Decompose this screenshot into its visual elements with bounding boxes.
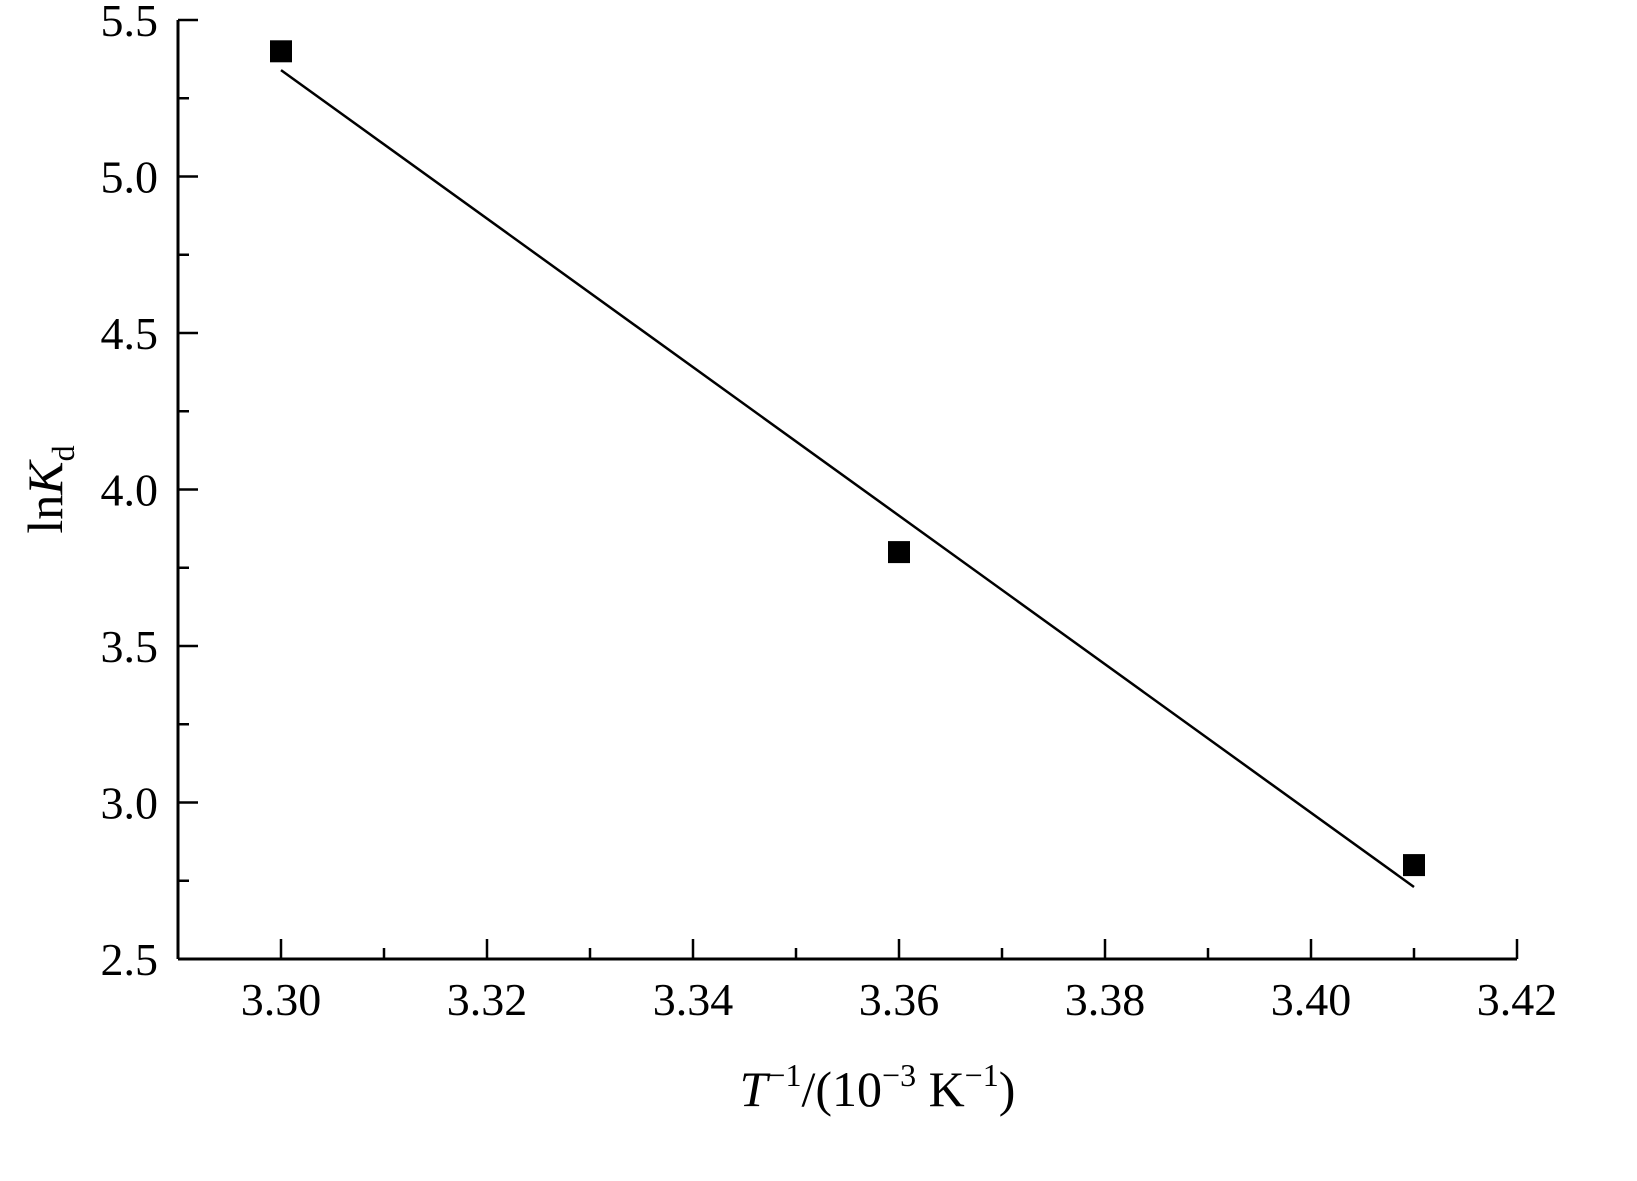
y-tick-label: 3.0 [101,778,159,829]
y-title-main: ln [17,495,73,534]
y-axis-title: lnKd [17,445,81,533]
y-axis-ticks: 2.5 3.0 3.5 4.0 4.5 5.0 5.5 [101,0,198,985]
y-tick-label: 4.5 [101,308,159,359]
x-title-mid: /(10 [801,1061,882,1117]
fit-line-group [280,69,1415,889]
x-title-main: T [740,1061,771,1117]
data-points [270,40,1425,877]
y-title-sub: d [45,445,81,461]
x-tick-label: 3.34 [653,974,734,1025]
y-title-italic: K [17,459,73,496]
x-tick-label: 3.32 [447,974,528,1025]
x-tick-label: 3.42 [1477,974,1558,1025]
y-tick-label: 5.0 [101,152,159,203]
data-point [888,541,910,564]
x-title-sup2: −3 [882,1057,916,1093]
x-tick-label: 3.36 [859,974,940,1025]
x-tick-label: 3.38 [1065,974,1146,1025]
axes [176,20,1517,961]
x-tick-label: 3.30 [241,974,322,1025]
data-point [1403,854,1425,877]
x-title-sup1: −1 [767,1057,801,1093]
y-tick-label: 3.5 [101,621,159,672]
y-tick-label: 4.0 [101,465,159,516]
x-title-sup3: −1 [965,1057,999,1093]
y-tick-label: 5.5 [101,0,159,46]
x-tick-label: 3.40 [1271,974,1352,1025]
y-tick-label: 2.5 [101,934,159,985]
x-title-end: ) [999,1061,1016,1117]
fit-line [280,69,1415,889]
data-point [270,40,292,63]
x-axis-ticks: 3.30 3.32 3.34 3.36 3.38 3.40 3.42 [241,939,1558,1025]
x-title-unit: K [916,1061,965,1117]
x-axis-title: T−1/(10−3 K−1) [740,1057,1016,1117]
